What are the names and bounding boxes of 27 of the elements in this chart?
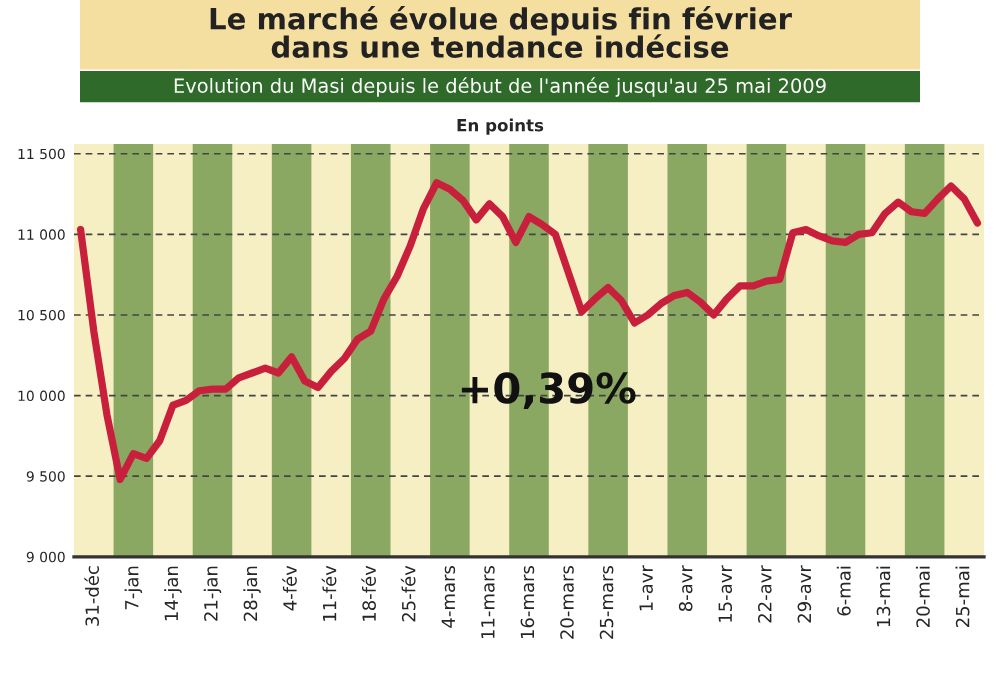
- x-tick-label: 4-fév: [282, 565, 297, 611]
- x-tick-label: 25-mai: [955, 566, 970, 627]
- x-tick-label: 4-mars: [441, 566, 456, 628]
- x-tick-label: 20-mai: [915, 566, 930, 627]
- x-tick-label: 20-mars: [560, 566, 574, 639]
- x-tick-label: 11-mars: [481, 566, 495, 639]
- x-tick-label: 18-fév: [361, 565, 376, 621]
- x-tick-label: 21-jan: [203, 566, 222, 621]
- x-tick-label: 22-avr: [757, 565, 772, 623]
- x-tick-label: 25-mars: [599, 566, 614, 639]
- x-tick-label: 8-avr: [678, 565, 693, 612]
- x-tick-label: 7-jan: [124, 566, 143, 610]
- x-tick-label: 13-mai: [876, 566, 891, 627]
- x-tick-label: 6-mai: [836, 566, 851, 616]
- x-tick-label: 11-fév: [321, 565, 337, 621]
- x-tick-label: 25-fév: [400, 565, 416, 622]
- x-tick-label: 15-avr: [718, 565, 733, 622]
- x-tick-label: 28-jan: [243, 566, 261, 621]
- x-tick-label: 31-déc: [84, 566, 100, 626]
- x-tick-label: 1-avr: [639, 565, 653, 611]
- line-series: [76, 179, 982, 484]
- x-tick-label: 16-mars: [520, 566, 535, 639]
- x-tick-label: 29-avr: [797, 565, 812, 623]
- chart-subtitle: Evolution du Masi depuis le début de l'année jusqu'au 25 mai 2009: [174, 77, 826, 97]
- y-axis-title: En points: [457, 118, 544, 135]
- chart-title: Le marché évolue depuis fin février dans une tendance indécise: [210, 5, 792, 58]
- x-tick-label: 14-jan: [164, 566, 182, 621]
